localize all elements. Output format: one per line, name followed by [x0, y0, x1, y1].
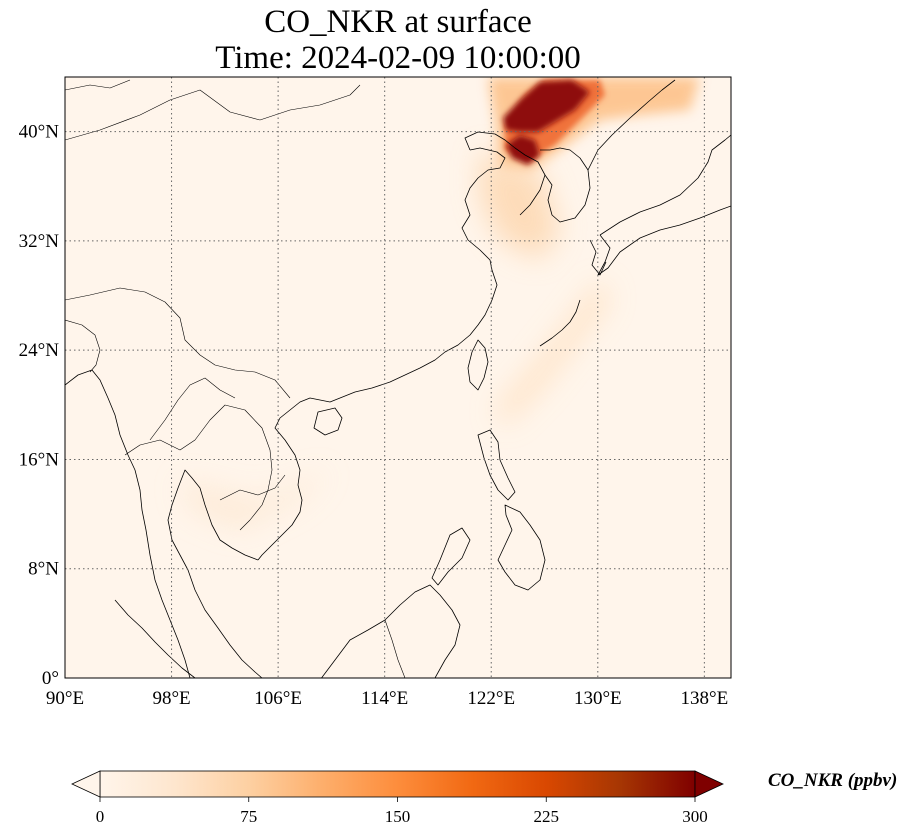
colorbar-tick-label: 225: [534, 807, 560, 826]
lat-tick-label: 32°N: [19, 231, 60, 252]
colorbar: 0 75 150 225 300: [71, 770, 724, 826]
coastline-korea: [540, 147, 591, 223]
colorbar-extend-max: [694, 770, 724, 798]
coastline-borneo: [321, 584, 461, 678]
colorbar-extend-min: [71, 770, 101, 798]
coastline-hainan: [313, 407, 343, 436]
plume-yellow-sea: [480, 150, 560, 260]
coastline-luzon: [477, 429, 516, 501]
border-laos-cambodia: [219, 474, 286, 501]
lon-tick-label: 122°E: [467, 688, 515, 709]
coastline-japan-south: [597, 205, 731, 276]
lon-tick-label: 138°E: [681, 688, 729, 709]
lon-tick-label: 90°E: [46, 688, 84, 709]
lat-tick-label: 40°N: [19, 122, 60, 143]
lat-tick-label: 16°N: [19, 449, 60, 470]
longitude-tick-labels: 90°E 98°E 106°E 114°E 122°E 130°E 138°E: [46, 688, 728, 709]
lon-tick-label: 106°E: [254, 688, 302, 709]
coastline-myanmar: [65, 369, 191, 678]
co-concentration-field: [180, 77, 700, 530]
plume-core-bohai: [506, 135, 540, 165]
colorbar-tick-label: 75: [240, 807, 257, 826]
map-background: [65, 77, 731, 678]
border-china-southwest: [65, 287, 291, 399]
colorbar-ticks: 0 75 150 225 300: [96, 797, 708, 826]
border-indochina: [124, 404, 273, 531]
border-india-bangladesh: [65, 319, 101, 373]
border-malaysia: [384, 619, 406, 678]
colorbar-label: CO_NKR (ppbv): [768, 770, 898, 791]
coastline-palawan: [431, 527, 471, 586]
coastline-bohai: [464, 131, 546, 216]
plume-diffuse-southwest: [495, 280, 610, 425]
lon-tick-label: 114°E: [361, 688, 408, 709]
border-china-mongolia: [65, 79, 131, 91]
plume-gulf-faint: [180, 420, 380, 530]
map-subtitle-time: Time: 2024-02-09 10:00:00: [215, 40, 581, 76]
coastline-china: [257, 147, 506, 561]
colorbar-tick-label: 150: [385, 807, 411, 826]
coastline-japan-kyushu: [589, 239, 607, 276]
colorbar-gradient: [99, 770, 696, 798]
border-thailand: [149, 377, 236, 441]
lat-tick-label: 0°: [42, 668, 59, 689]
latitude-tick-labels: 0° 8°N 16°N 24°N 32°N 40°N: [19, 122, 60, 689]
colorbar-tick-label: 300: [682, 807, 708, 826]
border-china-north: [65, 84, 361, 141]
map-gridlines: [65, 77, 731, 678]
map-title: CO_NKR at surface: [264, 4, 532, 40]
coastline-indochina: [167, 469, 263, 678]
colorbar-tick-label: 0: [96, 807, 105, 826]
lon-tick-label: 130°E: [574, 688, 622, 709]
lon-tick-label: 98°E: [152, 688, 190, 709]
lat-tick-label: 8°N: [28, 559, 59, 580]
coastline-sumatra: [114, 599, 196, 678]
coastline-visayas-mindanao: [497, 504, 546, 591]
coastline-ryukyu: [539, 299, 581, 347]
map-frame: [64, 76, 732, 679]
coastline-taiwan: [467, 339, 489, 391]
lat-tick-label: 24°N: [19, 340, 60, 361]
plume-core-dark: [503, 80, 590, 132]
coastline-japan-honshu: [599, 134, 731, 236]
